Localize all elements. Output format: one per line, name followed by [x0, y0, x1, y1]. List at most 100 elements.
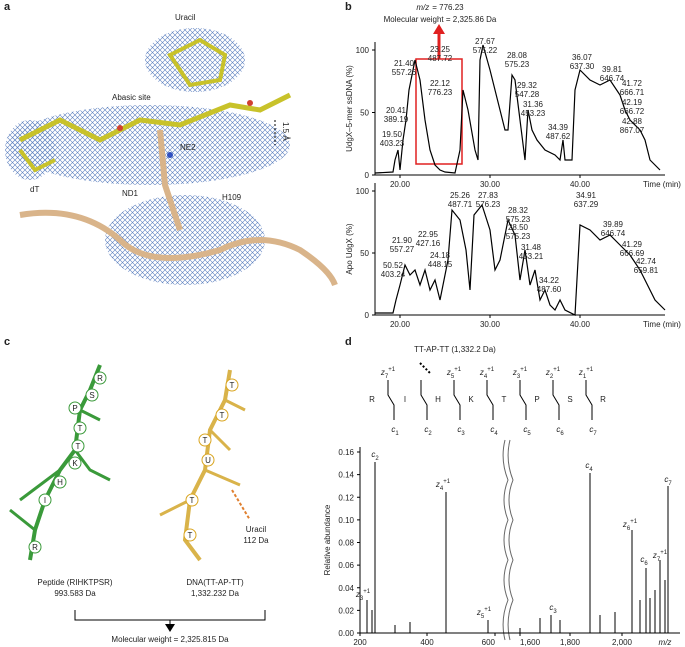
ion-sub: 4: [440, 486, 444, 492]
x-tick-label: 200: [353, 638, 367, 647]
ion-label: c1: [391, 425, 399, 437]
peak-mz: 576.23: [476, 200, 501, 209]
residue-circle: [183, 528, 197, 542]
residue-circle: [198, 433, 212, 447]
ion-sub: 2: [550, 374, 554, 380]
peak-time: 42.88: [622, 117, 643, 126]
x-tick-label: 1,600: [520, 638, 541, 647]
ion-sub: 6: [560, 431, 564, 437]
structure-a: [5, 28, 338, 287]
ion-letter: z: [435, 480, 440, 489]
label: DNA(TT-AP-TT): [186, 578, 244, 587]
peak-time: 23.25: [430, 45, 451, 54]
peak-time: 19.50: [382, 130, 403, 139]
peak-mz: 666.71: [620, 88, 645, 97]
y-axis-label: Relative abundance: [323, 504, 332, 575]
header-mz: m/z = 776.23: [416, 3, 464, 12]
peak-mz: 575.23: [506, 232, 531, 241]
spectrum: [366, 362, 669, 641]
ion-label: c7: [589, 425, 597, 437]
ion-letter: c: [523, 425, 527, 434]
peak-time: 29.32: [517, 81, 538, 90]
peak-time: 22.12: [430, 79, 451, 88]
ion-letter: c: [391, 425, 395, 434]
peak-mz: 487.71: [448, 200, 473, 209]
residue: T: [78, 424, 83, 433]
y-tick-label: 0.06: [338, 561, 354, 570]
ion-label: z2+1: [545, 367, 561, 380]
cleavage: [486, 380, 494, 420]
x-axis-label: Time (min): [643, 320, 681, 329]
peak-mz: 776.23: [428, 88, 453, 97]
cleavage: [420, 380, 428, 420]
peak-mz: 557.27: [390, 245, 415, 254]
ion-sup: +1: [454, 367, 462, 373]
label: TT-AP-TT (1,332.2 Da): [414, 345, 496, 354]
mz: m/z: [416, 3, 429, 12]
ion-sup: +1: [660, 550, 668, 556]
peak-time: 34.22: [539, 276, 560, 285]
peak-label: z4+1: [435, 479, 451, 492]
ion-letter: c: [585, 461, 589, 470]
cleavage: [552, 380, 560, 420]
peak-label: c3: [549, 603, 557, 615]
residue-circle: [71, 439, 85, 453]
peak-mz: 637.30: [570, 62, 595, 71]
ion-sub: 7: [657, 557, 661, 563]
peak-time: 50.52: [383, 261, 404, 270]
ion-letter: z: [578, 368, 583, 377]
residue: T: [502, 395, 507, 404]
peak-mz: 575.23: [505, 60, 530, 69]
peak-mz: 403.24: [381, 270, 406, 279]
peak-time: 34.91: [576, 191, 597, 200]
ion-letter: c: [457, 425, 461, 434]
peak-mz: 666.69: [620, 249, 645, 258]
residue-circle: [53, 475, 67, 489]
y-tick-label: 100: [356, 46, 370, 55]
ion-sub: 3: [517, 374, 521, 380]
residue: S: [567, 395, 572, 404]
peak-mz: 575.23: [506, 215, 531, 224]
x-tick-label: 20.00: [390, 180, 411, 189]
peak-label: c6: [640, 555, 648, 567]
x-axis-label: m/z: [659, 638, 672, 647]
cleavage: [519, 380, 527, 420]
ion-letter: z: [545, 368, 550, 377]
cleavage: [387, 380, 395, 420]
ion-sub: 4: [494, 431, 498, 437]
peak-time: 22.95: [418, 230, 439, 239]
peak-time: 41.29: [622, 240, 643, 249]
peak-mz: 487.62: [546, 132, 571, 141]
ion-letter: c: [549, 603, 553, 612]
residue-circle: [201, 453, 215, 467]
ion-sub: 2: [428, 431, 432, 437]
residue: T: [220, 411, 225, 420]
ion-label: c4: [490, 425, 498, 437]
ion-letter: z: [479, 368, 484, 377]
peak-label: z3+1: [355, 589, 371, 602]
residue: K: [468, 395, 474, 404]
peak-time: 42.74: [636, 257, 657, 266]
y-axis-label: UdgX–5-mer ssDNA (%): [345, 65, 354, 152]
ion-sub: 6: [627, 526, 631, 532]
ion-letter: z: [476, 608, 481, 617]
peak-mz: 403.23: [380, 139, 405, 148]
ion-sup: +1: [630, 519, 638, 525]
ion-label: z5+1: [446, 367, 462, 380]
peak-mz: 389.19: [384, 115, 409, 124]
y-tick-label: 100: [356, 187, 370, 196]
y-tick-label: 0.14: [338, 471, 354, 480]
ion-sub: 4: [484, 374, 488, 380]
residue: I: [404, 395, 406, 404]
residue-circle: [73, 421, 87, 435]
structure-label: NE2: [180, 143, 196, 152]
residue-circle: [68, 401, 82, 415]
ion-sub: 2: [375, 456, 379, 462]
x-tick-label: 2,000: [612, 638, 633, 647]
peak-mz: 666.72: [620, 107, 645, 116]
cleavage: [585, 380, 593, 420]
ion-letter: c: [640, 555, 644, 564]
ion-letter: c: [556, 425, 560, 434]
y-tick-label: 50: [360, 249, 369, 258]
ion-sub: 3: [461, 431, 465, 437]
